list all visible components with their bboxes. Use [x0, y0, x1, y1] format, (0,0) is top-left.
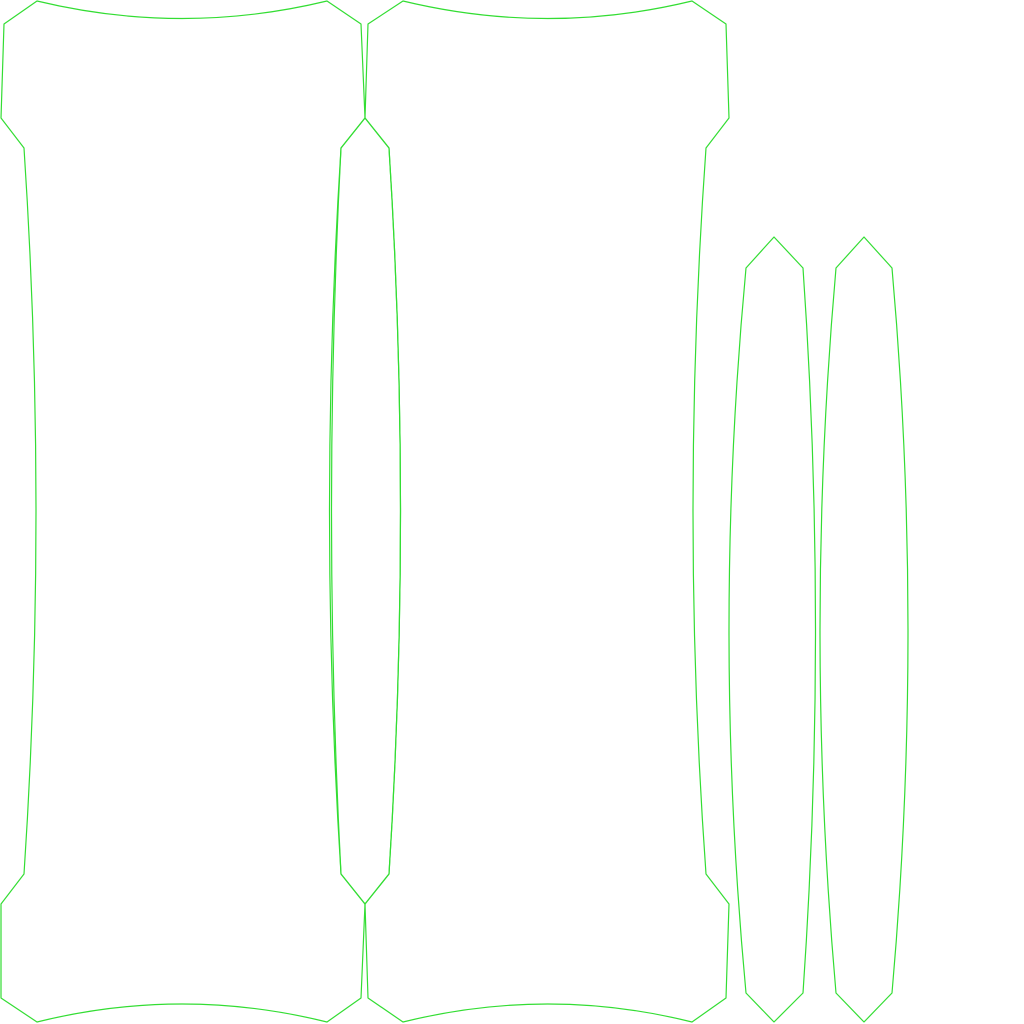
uv-island-panel-middle [364, 0, 730, 1023]
uv-island-sliver-inner [328, 117, 402, 905]
uv-island-sliver-right [819, 236, 909, 1023]
uv-island-panel-left [0, 0, 366, 1023]
uv-island-sliver-left [728, 236, 817, 1023]
